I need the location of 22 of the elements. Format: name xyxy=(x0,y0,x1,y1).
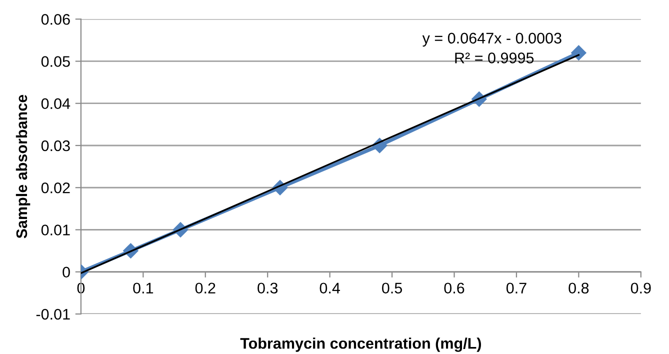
x-tick-label: 0.8 xyxy=(568,282,589,294)
x-axis-title: Tobramycin concentration (mg/L) xyxy=(240,338,481,352)
x-tick-label: 0.5 xyxy=(382,282,402,294)
x-tick-label: 0.7 xyxy=(506,282,526,294)
y-tick-label: 0.03 xyxy=(41,140,70,152)
y-tick-label: 0.06 xyxy=(41,14,70,25)
y-axis-title: Sample absorbance xyxy=(16,94,30,238)
x-tick-label: 0.3 xyxy=(258,282,278,294)
point xyxy=(571,45,586,60)
y-tick-label: 0.02 xyxy=(41,182,70,194)
y-tick-label: 0.04 xyxy=(41,98,70,110)
x-tick-label: 0.4 xyxy=(320,282,340,294)
y-tick-label: 0.01 xyxy=(41,224,70,236)
y-tick-label: 0.05 xyxy=(41,56,70,67)
annotation: y = 0.0647x - 0.0003 xyxy=(422,32,562,47)
x-tick-label: 0.2 xyxy=(195,282,216,294)
y-tick-label: 0 xyxy=(62,266,70,278)
y-tick-label: -0.01 xyxy=(36,308,70,320)
annotation: R² = 0.9995 xyxy=(455,52,534,64)
x-tick-label: 0.6 xyxy=(444,282,464,294)
x-tick-label: 0.9 xyxy=(630,282,651,294)
x-tick-label: 0.1 xyxy=(133,282,154,294)
